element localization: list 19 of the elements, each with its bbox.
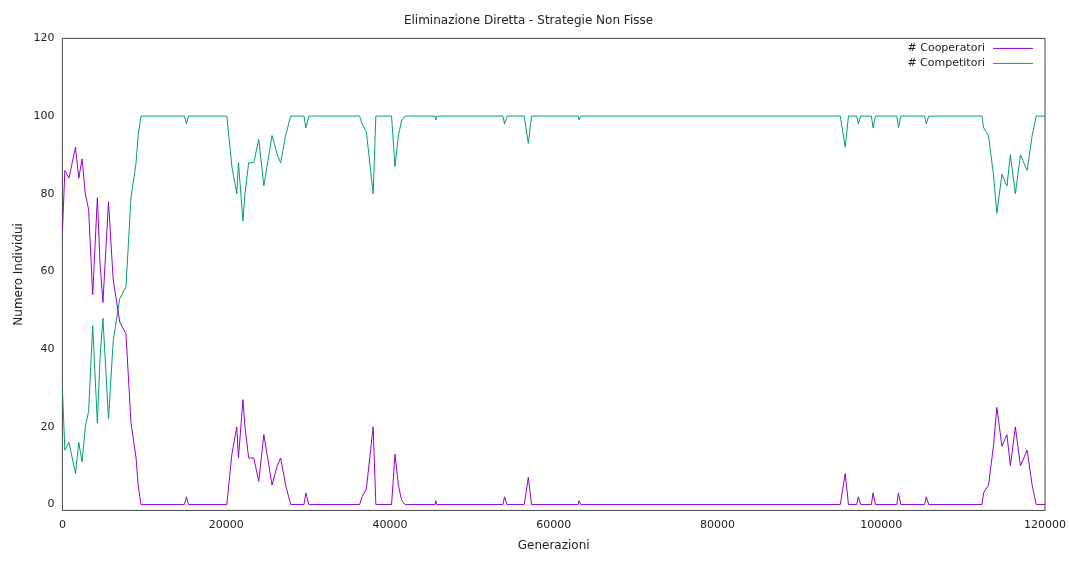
y-tick-label: 100	[33, 108, 55, 122]
x-tick-label: 100000	[860, 517, 903, 531]
y-tick-label: 40	[40, 342, 55, 356]
x-axis-title: Generazioni	[517, 537, 590, 552]
x-tick-label: 80000	[699, 517, 735, 531]
chart-title: Eliminazione Diretta - Strategie Non Fisse	[403, 13, 654, 28]
y-axis-title: Numero Individui	[11, 223, 26, 326]
y-tick-label: 20	[40, 419, 55, 433]
legend-label: # Competitori	[907, 56, 985, 70]
x-tick-label: 60000	[536, 517, 572, 531]
y-tick-label: 80	[40, 186, 55, 200]
x-tick-label: 0	[58, 517, 66, 531]
legend-label: # Cooperatori	[907, 41, 985, 55]
x-tick-label: 120000	[1024, 517, 1066, 531]
y-tick-label: 0	[47, 497, 55, 511]
x-tick-label: 40000	[372, 517, 408, 531]
y-tick-label: 120	[33, 31, 55, 45]
x-tick-label: 20000	[208, 517, 244, 531]
y-tick-label: 60	[40, 264, 55, 278]
